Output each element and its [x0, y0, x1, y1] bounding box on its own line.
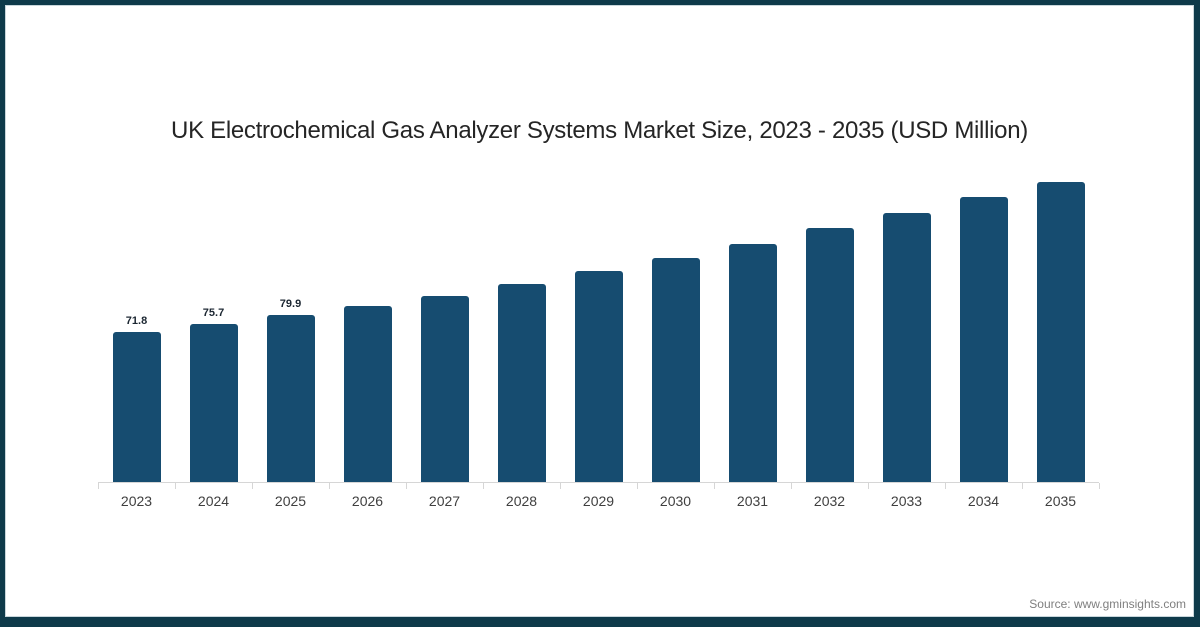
x-axis-tick: [560, 483, 561, 489]
x-tick-label-2031: 2031: [736, 493, 769, 509]
x-tick-label-2030: 2030: [659, 493, 692, 509]
bar-chart-plot-area: 71.8 2023 75.7 2024 79.9 2025 2026 2027 2028 2029…: [98, 123, 1100, 509]
bar-2035: [1036, 182, 1085, 482]
bar-2023: [112, 332, 161, 482]
x-tick-label-2027: 2027: [428, 493, 461, 509]
bar-value-label-2024: 75.7: [202, 307, 225, 319]
x-tick-label-2028: 2028: [505, 493, 538, 509]
x-tick-label-2034: 2034: [967, 493, 1000, 509]
x-axis-tick: [1099, 483, 1100, 489]
x-axis-tick: [483, 483, 484, 489]
x-axis-tick: [329, 483, 330, 489]
bar-2028: [497, 284, 546, 482]
bar-2033: [882, 213, 931, 482]
x-tick-label-2026: 2026: [351, 493, 384, 509]
bar-2025: [266, 315, 315, 482]
x-tick-label-2023: 2023: [120, 493, 153, 509]
x-axis-tick: [406, 483, 407, 489]
bar-2031: [728, 244, 777, 482]
x-axis-tick: [637, 483, 638, 489]
bar-2029: [574, 271, 623, 482]
bar-2032: [805, 228, 854, 482]
x-axis-tick: [252, 483, 253, 489]
x-tick-label-2032: 2032: [813, 493, 846, 509]
source-attribution: Source: www.gminsights.com: [1029, 597, 1186, 611]
x-tick-label-2025: 2025: [274, 493, 307, 509]
x-axis-tick: [945, 483, 946, 489]
x-axis-tick: [791, 483, 792, 489]
x-tick-label-2035: 2035: [1044, 493, 1077, 509]
bar-value-label-2023: 71.8: [125, 315, 148, 327]
x-axis-tick: [175, 483, 176, 489]
x-axis-line: [98, 482, 1099, 483]
bar-2024: [189, 324, 238, 482]
x-axis-tick: [714, 483, 715, 489]
x-axis-tick: [98, 483, 99, 489]
x-axis-tick: [868, 483, 869, 489]
bar-2026: [343, 306, 392, 482]
x-tick-label-2033: 2033: [890, 493, 923, 509]
x-axis-tick: [1022, 483, 1023, 489]
bar-value-label-2025: 79.9: [279, 298, 302, 310]
bar-2027: [420, 296, 469, 482]
x-tick-label-2024: 2024: [197, 493, 230, 509]
bar-2034: [959, 197, 1008, 482]
x-tick-label-2029: 2029: [582, 493, 615, 509]
chart-title: UK Electrochemical Gas Analyzer Systems …: [171, 117, 1028, 144]
bar-2030: [651, 258, 700, 482]
